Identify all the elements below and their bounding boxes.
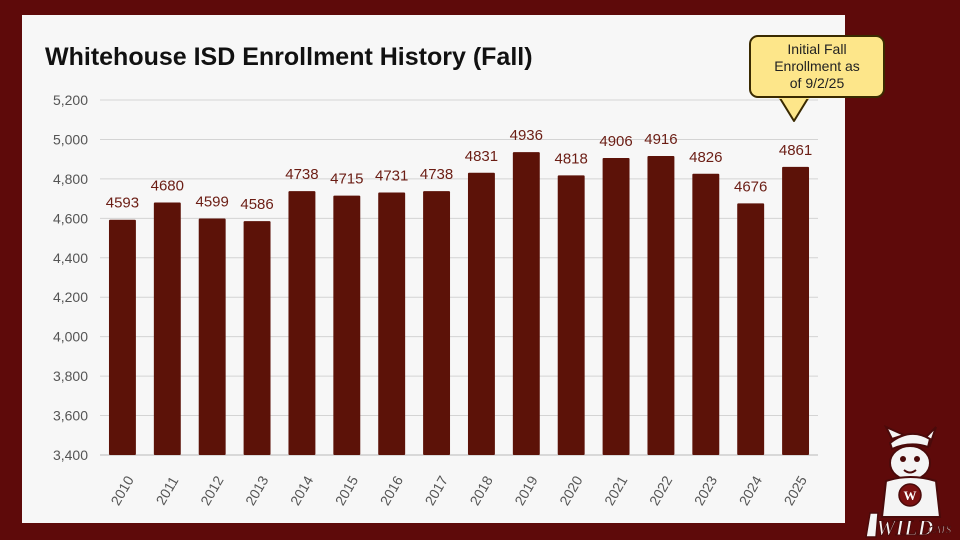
data-label: 4738 xyxy=(285,166,318,183)
data-label: 4676 xyxy=(734,178,767,195)
x-tick-label: 2010 xyxy=(107,473,137,508)
data-label: 4826 xyxy=(689,149,722,166)
y-tick-label: 4,800 xyxy=(53,171,88,187)
svg-text:WILD: WILD xyxy=(876,515,934,540)
y-tick-label: 4,200 xyxy=(53,289,88,305)
x-tick-label: 2011 xyxy=(153,473,182,507)
x-tick-label: 2025 xyxy=(781,473,811,508)
x-tick-label: 2012 xyxy=(197,473,227,508)
y-axis-ticks: 3,400 3,600 3,800 4,000 4,200 4,400 4,600 4,800… xyxy=(53,92,88,463)
callout-line: of 9/2/25 xyxy=(789,75,845,91)
bar-2017 xyxy=(423,191,451,455)
x-tick-label: 2013 xyxy=(242,473,272,508)
y-tick-label: 4,000 xyxy=(53,329,88,345)
callout-note: Initial Fall Enrollment as of 9/2/25 xyxy=(749,35,885,98)
data-label: 4586 xyxy=(240,196,273,213)
x-tick-label: 2019 xyxy=(511,473,541,508)
bars xyxy=(108,152,810,456)
data-label: 4593 xyxy=(106,195,139,212)
y-tick-label: 3,600 xyxy=(53,408,88,424)
data-label: 4680 xyxy=(151,178,184,195)
bar-2022 xyxy=(647,156,675,455)
x-axis-ticks: 2010 2011 2012 2013 2014 2015 2016 2017 2018 2019… xyxy=(107,473,810,508)
bar-2019 xyxy=(512,152,540,456)
callout-pointer-icon xyxy=(777,95,811,122)
bar-2015 xyxy=(333,195,361,455)
bar-2021 xyxy=(602,157,630,455)
svg-text:CATS: CATS xyxy=(928,525,951,536)
callout-line: Enrollment as xyxy=(774,58,860,74)
wildcat-mascot-icon: W WILD CATS xyxy=(865,425,951,540)
bar-2025 xyxy=(782,166,810,455)
bar-2012 xyxy=(198,218,226,455)
callout-line: Initial Fall xyxy=(787,41,847,57)
y-tick-label: 4,600 xyxy=(53,210,88,226)
y-tick-label: 4,400 xyxy=(53,250,88,266)
x-tick-label: 2018 xyxy=(466,473,496,508)
x-tick-label: 2020 xyxy=(556,473,586,508)
data-label: 4936 xyxy=(510,127,543,144)
data-label: 4861 xyxy=(779,142,812,159)
x-tick-label: 2014 xyxy=(287,473,317,508)
data-label: 4916 xyxy=(644,131,677,148)
y-tick-label: 5,000 xyxy=(53,131,88,147)
data-label: 4715 xyxy=(330,171,363,188)
x-tick-label: 2016 xyxy=(377,473,407,508)
data-label: 4818 xyxy=(555,150,588,167)
bar-2010 xyxy=(108,219,136,455)
x-tick-label: 2023 xyxy=(691,473,721,508)
data-label: 4599 xyxy=(196,194,229,211)
svg-text:W: W xyxy=(904,488,917,503)
x-tick-label: 2021 xyxy=(601,473,631,508)
chart-title: Whitehouse ISD Enrollment History (Fall) xyxy=(45,43,533,71)
bar-2020 xyxy=(557,175,585,456)
data-label: 4906 xyxy=(599,133,632,150)
bar-2013 xyxy=(243,221,271,455)
data-label: 4831 xyxy=(465,148,498,165)
y-tick-label: 3,800 xyxy=(53,368,88,384)
bar-2014 xyxy=(288,191,316,455)
bar-2018 xyxy=(467,172,495,455)
x-tick-label: 2024 xyxy=(736,473,766,508)
data-label: 4731 xyxy=(375,167,408,184)
y-tick-label: 5,200 xyxy=(53,92,88,108)
y-tick-label: 3,400 xyxy=(53,447,88,463)
data-label: 4738 xyxy=(420,166,453,183)
x-tick-label: 2015 xyxy=(332,473,362,508)
bar-2023 xyxy=(692,173,720,455)
x-tick-label: 2022 xyxy=(646,473,676,508)
data-labels: 4593 4680 4599 4586 4738 4715 4731 4738 4831 4936… xyxy=(106,127,813,213)
x-tick-label: 2017 xyxy=(422,473,452,508)
bar-2016 xyxy=(378,192,406,455)
bar-2024 xyxy=(737,203,765,455)
bar-2011 xyxy=(153,202,181,455)
